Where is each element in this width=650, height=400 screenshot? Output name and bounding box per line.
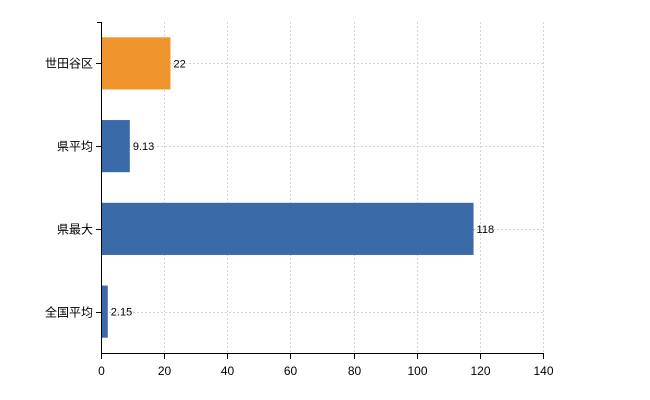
- category-label: 全国平均: [45, 305, 93, 320]
- x-tick-label: 120: [470, 364, 490, 378]
- x-tick-label: 80: [348, 364, 362, 378]
- bar-value-label: 9.13: [133, 141, 154, 153]
- x-tick-label: 40: [221, 364, 235, 378]
- x-tick-label: 100: [407, 364, 427, 378]
- x-tick-label: 140: [533, 364, 553, 378]
- category-label: 県最大: [57, 223, 93, 237]
- bar-value-label: 22: [173, 58, 185, 70]
- bar: [101, 37, 171, 90]
- x-tick-label: 0: [98, 364, 105, 378]
- x-tick-label: 60: [284, 364, 298, 378]
- bar-value-label: 2.15: [111, 307, 132, 319]
- x-tick-label: 20: [158, 364, 172, 378]
- bar: [101, 202, 474, 255]
- category-label: 県平均: [57, 140, 93, 154]
- bars: [101, 37, 474, 338]
- axes: [96, 22, 544, 359]
- bar: [101, 285, 108, 338]
- bar: [101, 120, 130, 173]
- bar-value-label: 118: [477, 224, 495, 236]
- category-label: 世田谷区: [45, 57, 93, 71]
